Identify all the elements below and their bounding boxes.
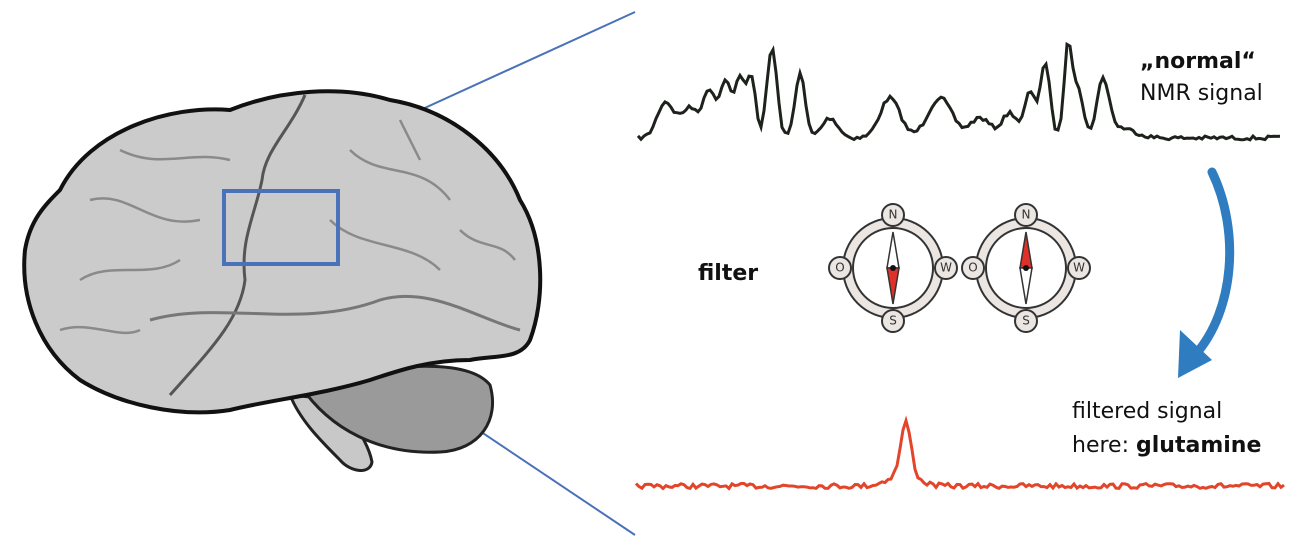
arrow xyxy=(1195,172,1230,355)
brain xyxy=(24,91,540,470)
filtered-text: filtered signal xyxy=(1072,399,1222,424)
compass-letter: S xyxy=(1022,314,1030,328)
needle-pin xyxy=(890,265,896,271)
normal-text: NMR signal xyxy=(1140,81,1263,106)
compass-letter: O xyxy=(835,261,844,275)
compass-letter: O xyxy=(968,261,977,275)
normal-label: „normal“ xyxy=(1140,49,1256,74)
filter-label: filter xyxy=(698,261,758,286)
normal-emphasis: „normal“ xyxy=(1140,49,1256,74)
filtered-prefix: here: xyxy=(1072,433,1129,458)
diagram: „normal“ NMR signal filter filtered sign… xyxy=(0,0,1299,539)
compass-letter: N xyxy=(889,208,898,222)
compass-letter: N xyxy=(1022,208,1031,222)
needle-pin xyxy=(1023,265,1029,271)
compass-letter: W xyxy=(1073,261,1085,275)
compass-letter: W xyxy=(940,261,952,275)
filtered-emphasis: glutamine xyxy=(1136,433,1261,458)
filtered-line: here: glutamine xyxy=(1072,433,1261,458)
compasses: N S O W N S O W xyxy=(829,204,1090,332)
compass-letter: S xyxy=(889,314,897,328)
